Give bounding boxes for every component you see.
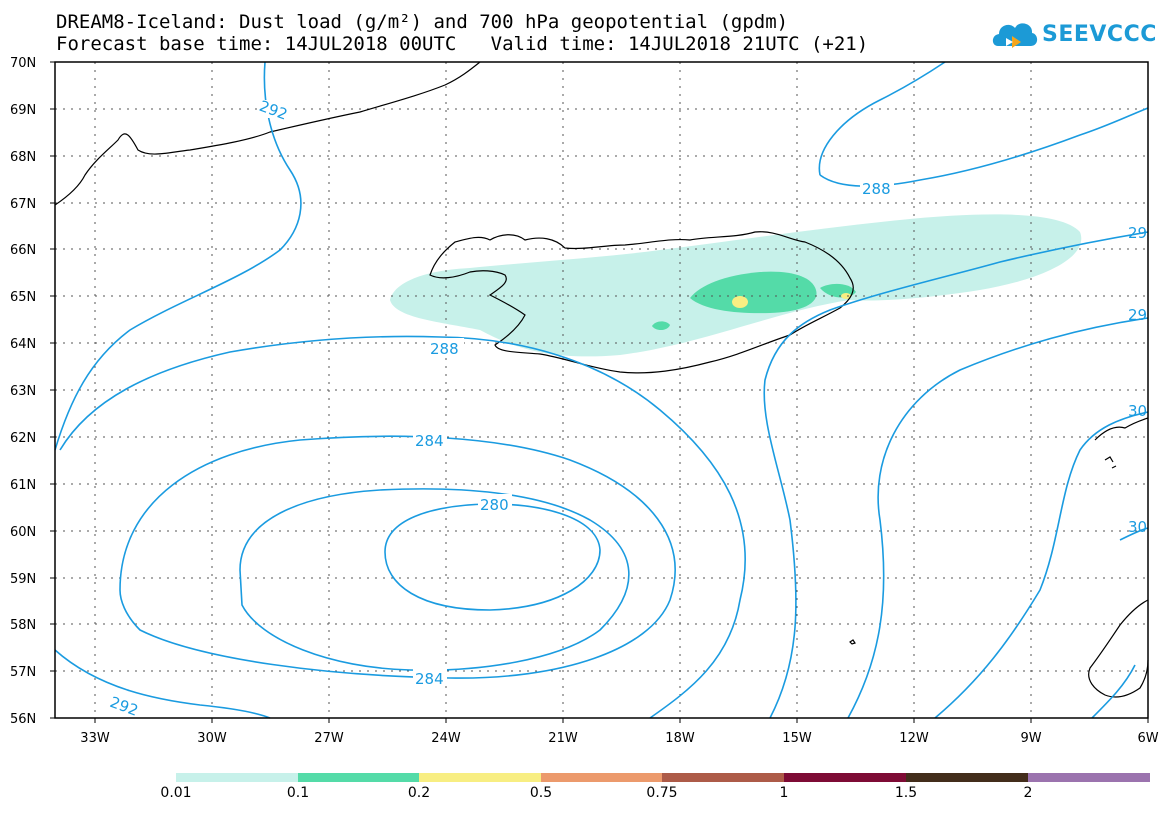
contour-label: 280 <box>480 496 509 514</box>
dust-band-0.1-small <box>652 321 670 331</box>
dust-load-shading <box>390 214 1082 357</box>
contour-label: 30 <box>1128 402 1147 420</box>
colorbar-label: 0.1 <box>286 785 310 801</box>
contour-label: 288 <box>862 180 891 198</box>
colorbar-segment <box>784 773 906 782</box>
cloud-icon <box>992 23 1038 48</box>
norway-coast <box>1094 417 1149 469</box>
colorbar-label: 1 <box>779 785 789 801</box>
lat-label: 67N <box>10 197 36 212</box>
contour-label: 284 <box>415 670 444 688</box>
dust-band-0.2-east <box>841 293 851 299</box>
lon-label: 12W <box>899 731 929 746</box>
dust-band-0.2 <box>732 296 748 308</box>
lon-label: 21W <box>548 731 578 746</box>
colorbar-segment <box>906 773 1028 782</box>
lat-label: 62N <box>10 431 36 446</box>
faroe-islands <box>849 639 856 645</box>
map-panel: 292 288 288 284 280 284 292 29 29 30 30 … <box>10 56 1159 746</box>
greenland-coast <box>54 61 481 206</box>
contour-label: 284 <box>415 432 444 450</box>
colorbar-label: 0.01 <box>160 785 192 801</box>
lon-label: 9W <box>1020 731 1041 746</box>
map-title-line1: DREAM8-Iceland: Dust load (g/m²) and 700… <box>56 11 789 33</box>
colorbar-label: 0.5 <box>529 785 553 801</box>
lat-label: 63N <box>10 384 36 399</box>
colorbar-segment <box>662 773 784 782</box>
lat-label: 66N <box>10 243 36 258</box>
lat-label: 69N <box>10 103 36 118</box>
lat-label: 60N <box>10 525 36 540</box>
contour-label: 30 <box>1128 518 1147 536</box>
lat-label: 57N <box>10 665 36 680</box>
colorbar-label: 0.75 <box>646 785 678 801</box>
logo-text: SEEVCCC <box>1042 22 1157 47</box>
map-title-line2: Forecast base time: 14JUL2018 00UTC Vali… <box>56 33 869 55</box>
lat-label: 56N <box>10 712 36 727</box>
contour-label: 292 <box>108 693 141 720</box>
colorbar-segment <box>541 773 662 782</box>
axis-ticks <box>50 61 1149 723</box>
lon-label: 24W <box>431 731 461 746</box>
contour-label: 29 <box>1128 224 1147 242</box>
contour-label: 288 <box>430 340 459 358</box>
lat-label: 61N <box>10 478 36 493</box>
colorbar-segment <box>298 773 419 782</box>
coastlines <box>54 61 1149 698</box>
lat-label: 68N <box>10 150 36 165</box>
lon-label: 6W <box>1137 731 1158 746</box>
lon-gridlines <box>94 62 1032 718</box>
geopotential-contours <box>54 61 1149 719</box>
colorbar-segment <box>1028 773 1150 782</box>
contour-label: 29 <box>1128 306 1147 324</box>
iceland-coast <box>429 231 854 374</box>
colorbar-segment <box>419 773 541 782</box>
colorbar-segment <box>176 773 298 782</box>
lat-label: 64N <box>10 337 36 352</box>
colorbar-label: 2 <box>1023 785 1033 801</box>
lat-label: 59N <box>10 572 36 587</box>
colorbar-label: 1.5 <box>894 785 918 801</box>
lon-label: 27W <box>314 731 344 746</box>
colorbar-label: 0.2 <box>407 785 431 801</box>
lat-label: 70N <box>10 56 36 71</box>
scotland-coast <box>1088 599 1149 698</box>
lon-label: 15W <box>782 731 812 746</box>
lon-label: 30W <box>197 731 227 746</box>
lon-label: 33W <box>80 731 110 746</box>
lat-gridlines <box>55 108 1148 672</box>
seevccc-logo: SEEVCCC <box>990 16 1160 56</box>
lon-label: 18W <box>665 731 695 746</box>
dust-band-0.1 <box>690 271 817 314</box>
lat-label: 58N <box>10 618 36 633</box>
lat-label: 65N <box>10 290 36 305</box>
